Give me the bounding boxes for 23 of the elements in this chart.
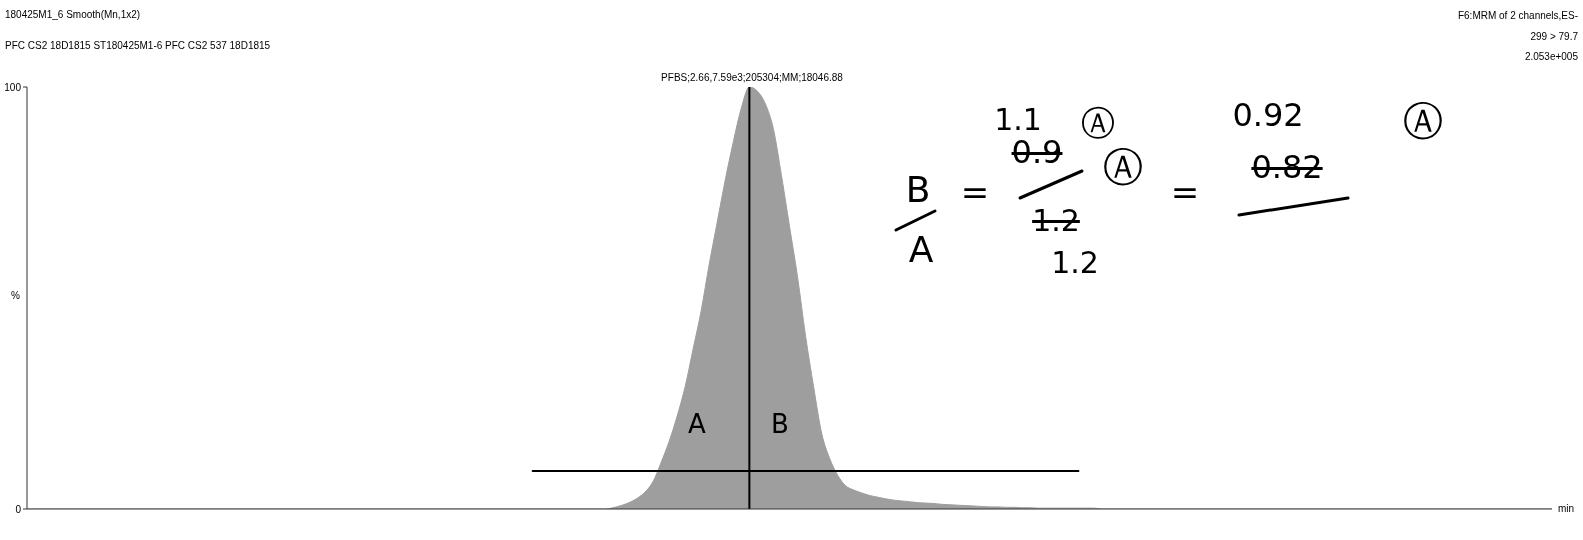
- annotation: Ⓐ: [1403, 98, 1443, 144]
- text: 2.053e+005: [1524, 50, 1578, 62]
- text: PFBS;2.66,7.59e3;205304;MM;18046.88: [661, 71, 843, 83]
- annotation: Ⓐ: [1081, 103, 1115, 143]
- chart-title: 180425M1_6 Smooth(Mn,1x2): [5, 9, 141, 21]
- annotation: 0.92: [1232, 96, 1304, 134]
- y-tick-label: 100: [4, 81, 22, 93]
- text: 299 > 79.7: [1530, 30, 1578, 42]
- annotation: Ⓐ: [1103, 144, 1143, 190]
- annotation: 1.2: [1032, 203, 1080, 238]
- annotation: 0.82: [1251, 148, 1323, 186]
- annotation: B: [771, 409, 789, 439]
- chart-subtitle: PFC CS2 18D1815 ST180425M1-6 PFC CS2 537 18D1815: [5, 40, 271, 52]
- annotation: A: [908, 229, 934, 270]
- y-axis-title: %: [11, 290, 20, 302]
- text: F6:MRM of 2 channels,ES-: [1457, 9, 1578, 21]
- annotation: 1.2: [1051, 245, 1099, 280]
- annotation: =: [960, 172, 990, 212]
- x-axis-title: min: [1558, 503, 1575, 515]
- annotation: =: [1170, 172, 1200, 212]
- annotation: B: [905, 169, 931, 210]
- annotation: A: [688, 409, 706, 439]
- y-tick-label: 0: [15, 503, 22, 515]
